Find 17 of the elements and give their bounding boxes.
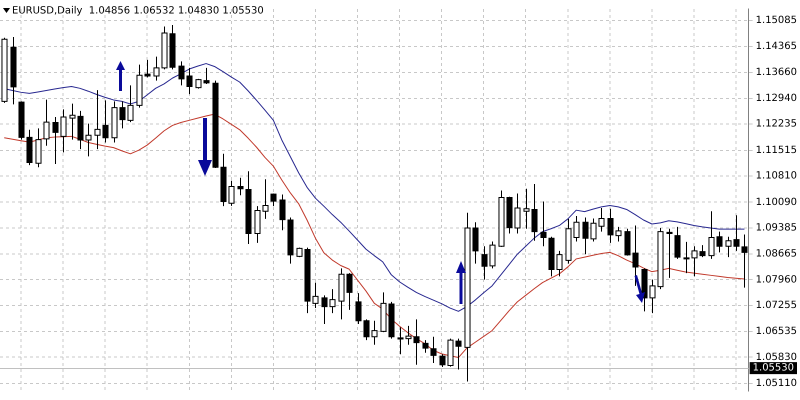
y-tick-label: 1.05830 xyxy=(756,352,798,363)
y-tick-label: 1.12235 xyxy=(756,118,798,130)
y-tick-label: 1.07960 xyxy=(756,274,798,286)
y-tick-label: 1.10810 xyxy=(756,170,798,182)
y-tick-label: 1.09385 xyxy=(756,222,798,234)
y-tick-label: 1.15085 xyxy=(756,15,798,26)
y-tick-label: 1.06535 xyxy=(756,326,798,338)
y-tick-label: 1.14365 xyxy=(756,41,798,52)
y-tick-label: 1.10090 xyxy=(756,196,798,208)
y-tick-label: 1.11515 xyxy=(756,144,798,156)
y-tick-label: 1.08665 xyxy=(756,248,798,260)
y-tick-label: 1.07255 xyxy=(756,300,798,311)
y-tick-label: 1.12940 xyxy=(756,93,798,104)
y-tick-label: 1.05110 xyxy=(756,378,798,389)
y-tick-label: 1.13660 xyxy=(756,66,798,78)
chart-title: EURUSD,Daily 1.04856 1.06532 1.04830 1.05530 xyxy=(12,6,264,17)
ref-line-label: 1.05530 xyxy=(752,362,794,374)
